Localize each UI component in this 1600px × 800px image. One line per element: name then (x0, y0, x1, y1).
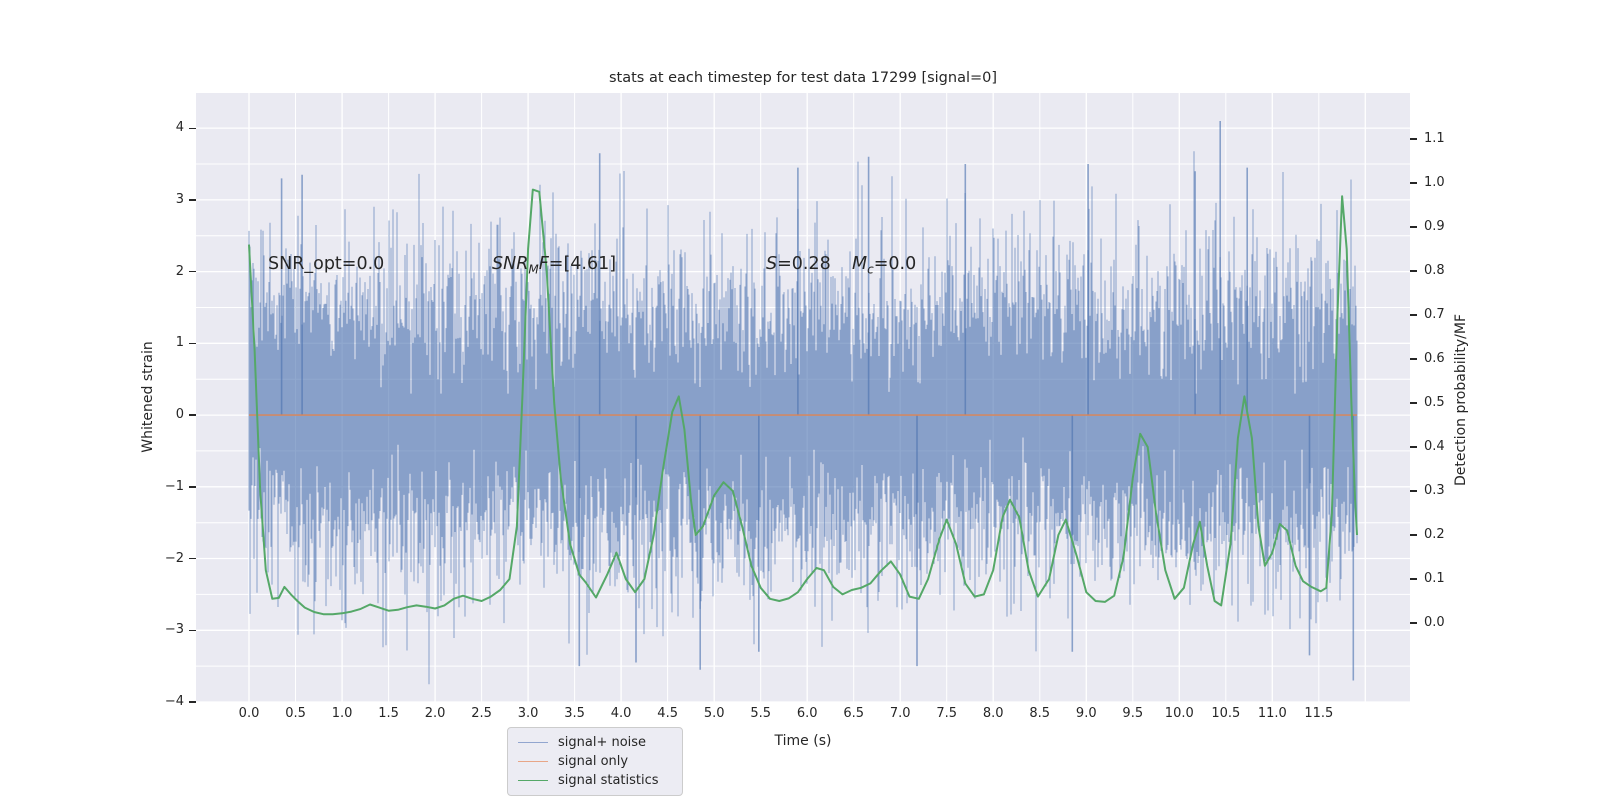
x-tick-label: 5.0 (703, 706, 725, 721)
y-tick-mark-right (1410, 182, 1417, 184)
y-tick-label-right: 0.8 (1424, 262, 1445, 278)
legend-line-signal-only (518, 761, 548, 762)
y-tick-mark-left (189, 271, 196, 273)
x-axis-label: Time (s) (774, 733, 832, 749)
x-tick-label: 8.5 (1029, 706, 1051, 721)
y-tick-label-left: 1 (175, 335, 184, 351)
y-tick-mark-right (1410, 534, 1417, 536)
y-axis-label-right: Detection probability/MF (1453, 313, 1469, 487)
y-tick-mark-right (1410, 490, 1417, 492)
y-tick-label-right: 0.7 (1424, 306, 1445, 322)
plot-canvas (196, 93, 1410, 702)
y-tick-label-left: −1 (164, 478, 184, 494)
y-tick-label-right: 0.6 (1424, 350, 1445, 366)
x-tick-label: 0.5 (285, 706, 306, 721)
x-tick-label: 9.5 (1122, 706, 1144, 721)
y-tick-mark-right (1410, 446, 1417, 448)
y-tick-label-right: 0.1 (1424, 571, 1445, 586)
y-tick-mark-left (189, 414, 196, 416)
y-tick-label-right: 0.3 (1424, 483, 1445, 498)
annotation-s-stat: S=0.28 (766, 254, 831, 274)
x-tick-label: 5.5 (750, 706, 772, 721)
y-tick-mark-left (189, 486, 196, 488)
y-tick-mark-right (1410, 358, 1417, 360)
x-tick-label: 1.5 (378, 706, 399, 721)
x-tick-label: 0.0 (238, 706, 260, 721)
y-axis-label-left: Whitened strain (140, 341, 156, 453)
x-tick-label: 2.5 (471, 706, 492, 721)
y-tick-label-left: −2 (164, 550, 184, 566)
legend-item-signal-only: signal only (518, 752, 682, 771)
x-tick-label: 4.5 (657, 706, 678, 721)
x-tick-label: 6.5 (843, 706, 865, 721)
x-tick-label: 4.0 (610, 706, 632, 721)
y-tick-label-left: −4 (164, 694, 184, 709)
y-tick-mark-right (1410, 578, 1417, 580)
legend-label: signal only (558, 754, 629, 769)
x-tick-label: 7.0 (889, 706, 911, 721)
x-tick-label: 10.0 (1164, 706, 1194, 721)
annotation-mc: Mc=0.0 (852, 254, 917, 277)
y-tick-label-right: 1.1 (1424, 130, 1445, 146)
x-tick-label: 3.0 (517, 706, 539, 721)
legend-item-signal-noise: signal+ noise (518, 733, 682, 752)
x-tick-label: 3.5 (564, 706, 585, 721)
y-tick-mark-right (1410, 314, 1417, 316)
y-tick-mark-left (189, 557, 196, 560)
legend-line-signal-statistics (518, 780, 548, 781)
y-tick-label-right: 0.2 (1424, 527, 1445, 542)
legend-item-signal-statistics: signal statistics (518, 771, 682, 790)
y-tick-mark-right (1410, 270, 1417, 272)
chart-title: stats at each timestep for test data 172… (608, 70, 998, 86)
x-tick-label: 8.0 (982, 706, 1004, 721)
y-tick-mark-right (1410, 138, 1417, 140)
y-tick-label-left: 0 (175, 407, 184, 423)
y-tick-mark-left (189, 199, 196, 201)
y-tick-label-left: 2 (175, 263, 184, 279)
x-tick-label: 2.0 (424, 706, 446, 721)
annotation-snr-opt: SNR_opt=0.0 (268, 254, 385, 274)
x-tick-label: 11.5 (1304, 706, 1334, 721)
x-tick-label: 11.0 (1257, 706, 1287, 721)
legend-label: signal statistics (558, 773, 659, 788)
y-tick-mark-right (1410, 402, 1417, 404)
y-tick-label-left: 3 (175, 191, 184, 207)
annotation-snr-mf: SNRMF=[4.61] (492, 254, 617, 277)
y-tick-label-right: 0.9 (1424, 218, 1445, 234)
y-tick-mark-right (1410, 622, 1417, 624)
x-tick-label: 7.5 (936, 706, 958, 721)
x-tick-label: 9.0 (1075, 706, 1097, 721)
y-tick-label-right: 0.4 (1424, 439, 1445, 454)
legend-label: signal+ noise (558, 735, 647, 750)
legend-line-signal-noise (518, 742, 548, 743)
legend: signal+ noise signal only signal statist… (507, 727, 683, 796)
y-tick-label-left: 4 (175, 120, 184, 136)
y-tick-mark-left (189, 127, 196, 129)
x-tick-label: 10.5 (1211, 706, 1241, 721)
y-tick-label-left: −3 (164, 622, 184, 638)
x-tick-label: 1.0 (331, 706, 353, 721)
y-tick-mark-right (1410, 226, 1417, 228)
y-tick-mark-left (189, 701, 196, 703)
y-tick-label-right: 0.5 (1424, 395, 1445, 410)
y-tick-label-right: 0.0 (1424, 615, 1445, 630)
plot-area: SNR_opt=0.0 SNRMF=[4.61] S=0.28 Mc=0.0 s… (196, 93, 1410, 796)
x-tick-label: 6.0 (796, 706, 818, 721)
y-tick-mark-left (189, 342, 196, 345)
y-tick-mark-left (189, 629, 196, 631)
y-tick-label-right: 1.0 (1424, 174, 1445, 190)
